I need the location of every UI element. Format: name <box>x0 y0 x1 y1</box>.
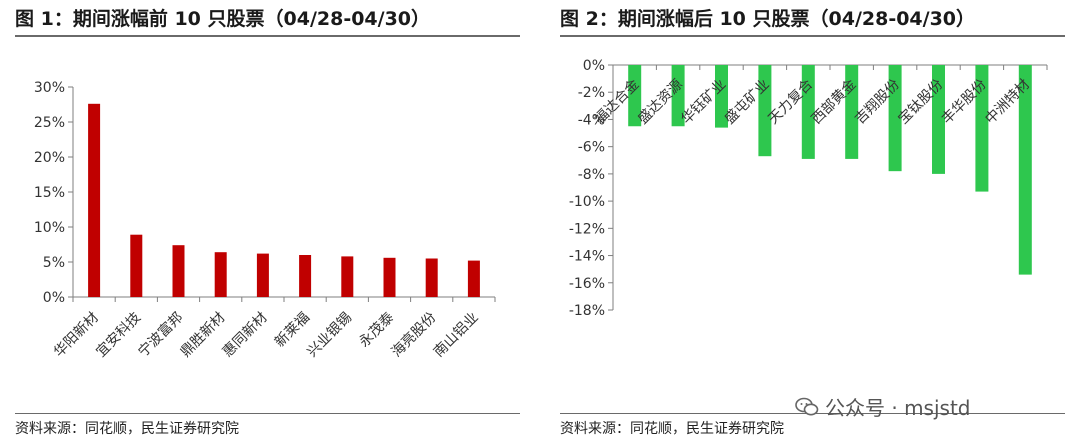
y-tick-label: 20% <box>34 150 65 166</box>
y-tick-label: 5% <box>43 255 65 271</box>
y-tick-label: 10% <box>34 220 65 236</box>
y-tick-label: -6% <box>578 140 605 156</box>
y-tick-label: 0% <box>583 58 605 74</box>
bar <box>628 65 642 127</box>
bar <box>467 260 480 297</box>
x-category-label: 兴业银锡 <box>304 310 355 361</box>
watermark: 公众号 · msjstd <box>795 392 971 421</box>
y-tick-label: -2% <box>578 85 605 101</box>
x-category-label: 南山铝业 <box>431 310 482 361</box>
y-tick-label: 0% <box>43 290 65 306</box>
chart-title-1: 图 1：期间涨幅前 10 只股票（04/28-04/30） <box>15 8 431 30</box>
y-tick-label: -18% <box>569 303 605 319</box>
bar <box>975 65 989 192</box>
chart-source-2: 资料来源：同花顺，民生证券研究院 <box>560 421 784 437</box>
title-rule-2 <box>560 35 1065 37</box>
y-tick-label: 15% <box>34 185 65 201</box>
bar <box>758 65 772 157</box>
bar <box>88 103 101 297</box>
bar <box>130 234 143 297</box>
y-tick-label: 30% <box>34 80 65 96</box>
bar <box>172 245 185 297</box>
wechat-icon <box>795 397 819 415</box>
watermark-text: 公众号 · msjstd <box>825 396 971 420</box>
x-category-label: 鼎胜新材 <box>178 310 229 361</box>
y-tick-label: -12% <box>569 221 605 237</box>
bar <box>671 65 685 127</box>
x-category-label: 华阳新材 <box>51 310 102 361</box>
bar <box>425 258 438 297</box>
bar <box>845 65 859 159</box>
y-tick-label: -16% <box>569 276 605 292</box>
title-rule-1 <box>15 35 520 37</box>
chart-source-1: 资料来源：同花顺，民生证券研究院 <box>15 421 239 437</box>
bar <box>256 253 269 297</box>
x-category-label: 永茂泰 <box>356 309 398 351</box>
bar <box>888 65 902 172</box>
bar <box>299 255 312 297</box>
x-category-label: 宜安科技 <box>93 310 144 361</box>
x-category-label: 惠同新材 <box>220 310 271 361</box>
source-rule-1 <box>15 413 520 414</box>
y-tick-label: 25% <box>34 115 65 131</box>
bar <box>1018 65 1032 275</box>
bar <box>932 65 945 174</box>
y-tick-label: -8% <box>578 167 605 183</box>
bar <box>801 65 815 159</box>
y-tick-label: -10% <box>569 194 605 210</box>
bar <box>341 256 354 297</box>
y-tick-label: -14% <box>569 249 605 265</box>
bar <box>214 252 227 297</box>
x-category-label: 海亮股份 <box>388 309 440 361</box>
x-category-label: 新莱福 <box>272 310 313 351</box>
chart-panel-2: 图 2：期间涨幅后 10 只股票（04/28-04/30） 0% -2% -4% -6… <box>545 0 1080 442</box>
chart-panel-1: 图 1：期间涨幅前 10 只股票（04/28-04/30） 0% 5% 10% 15%… <box>0 0 535 442</box>
bar-chart-bottom10: 0%-2%-4%-6%-8%-10%-12%-14%-16%-18%福达合金盛达… <box>569 58 1048 319</box>
x-category-label: 宁波富邦 <box>135 309 187 361</box>
chart-title-2: 图 2：期间涨幅后 10 只股票（04/28-04/30） <box>560 8 976 30</box>
bar-chart-top10: 0% 5% 10% 15% 20% 25% 30% 华阳新材宜安科技宁波富邦鼎胜新材惠同新材新… <box>34 80 496 361</box>
y-tick-label: -4% <box>578 112 605 128</box>
bar <box>383 257 396 297</box>
bar <box>715 65 728 128</box>
